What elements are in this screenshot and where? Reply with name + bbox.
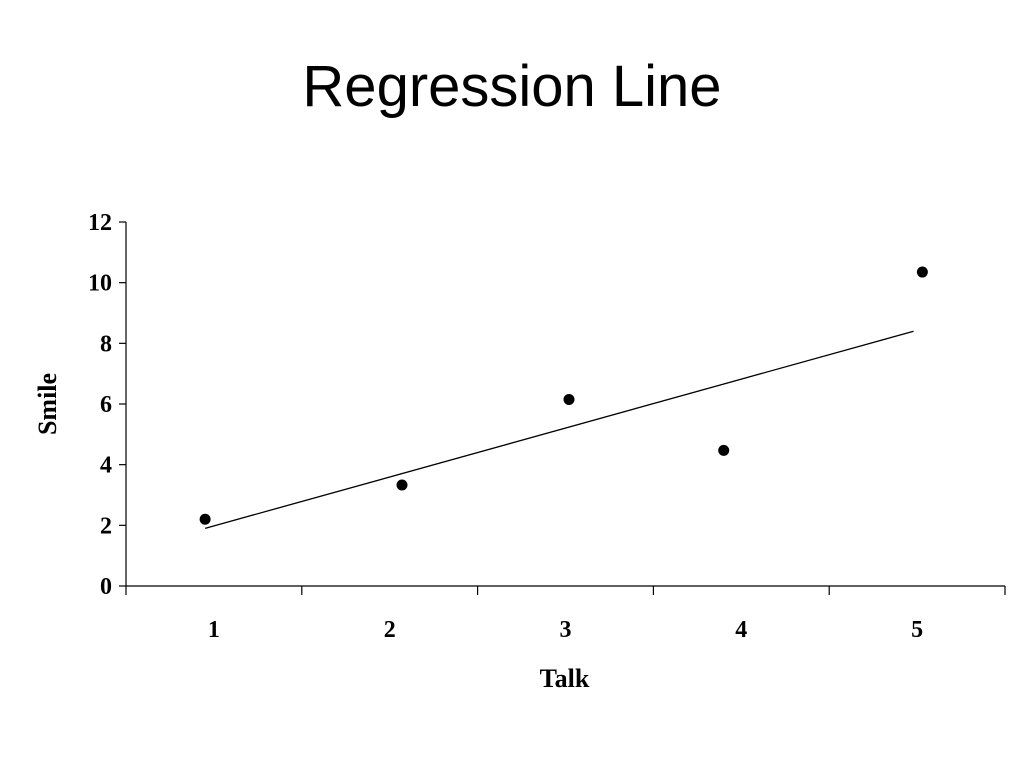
data-point bbox=[199, 513, 211, 525]
regression-line-layer bbox=[204, 330, 914, 529]
y-tick-label: 12 bbox=[88, 210, 112, 236]
axes bbox=[119, 221, 1006, 595]
data-point bbox=[396, 479, 408, 491]
x-tick-label: 2 bbox=[384, 617, 396, 643]
data-point bbox=[718, 444, 730, 456]
x-axis-title: Talk bbox=[540, 664, 590, 693]
slide-title: Regression Line bbox=[302, 54, 722, 119]
x-tick-label: 3 bbox=[560, 617, 572, 643]
y-tick-label: 2 bbox=[100, 513, 112, 539]
y-tick-label: 10 bbox=[88, 271, 112, 297]
data-points bbox=[199, 266, 928, 525]
y-tick-label: 6 bbox=[100, 392, 112, 418]
y-tick-label: 4 bbox=[100, 453, 112, 479]
y-tick-label: 8 bbox=[100, 331, 112, 357]
y-axis-title: Smile bbox=[33, 373, 62, 435]
y-tick-label: 0 bbox=[100, 574, 112, 600]
x-tick-label: 4 bbox=[735, 617, 747, 643]
data-point bbox=[563, 393, 575, 405]
data-point bbox=[916, 266, 928, 278]
x-tick-label: 5 bbox=[911, 617, 923, 643]
x-tick-label: 1 bbox=[208, 617, 220, 643]
regression-line bbox=[204, 330, 914, 529]
